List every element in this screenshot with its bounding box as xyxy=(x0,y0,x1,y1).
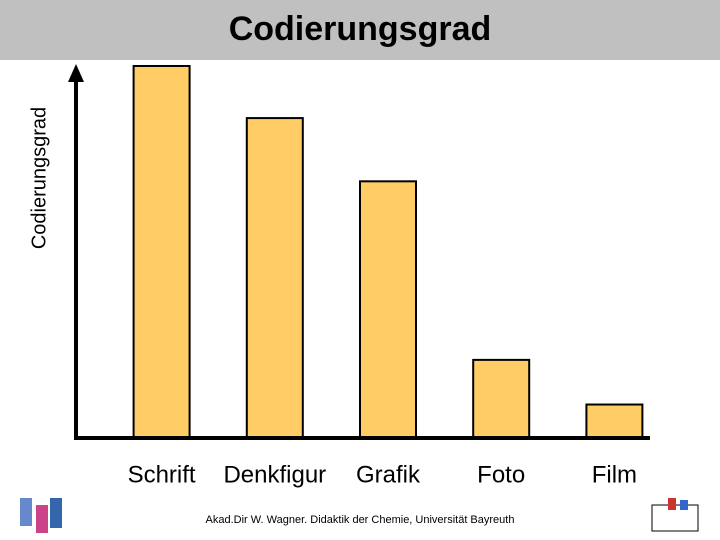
bar xyxy=(585,403,644,439)
bar xyxy=(132,65,191,439)
y-axis-arrow xyxy=(68,64,84,82)
x-tick-label: Film xyxy=(592,461,637,488)
x-tick-label: Foto xyxy=(477,461,525,488)
bar xyxy=(472,358,531,440)
x-tick-label: Schrift xyxy=(128,461,196,488)
bar xyxy=(359,180,417,439)
y-axis-label: Codierungsgrad xyxy=(28,107,50,249)
title-band xyxy=(0,0,720,60)
axes xyxy=(68,64,650,440)
bar xyxy=(245,117,304,440)
footer: Akad.Dir W. Wagner. Didaktik der Chemie,… xyxy=(206,514,515,526)
logo-right xyxy=(651,498,699,532)
x-tick-label: Grafik xyxy=(356,461,421,488)
chart-title: Codierungsgrad xyxy=(229,10,492,48)
x-tick-label: Denkfigur xyxy=(223,461,326,488)
logo-left xyxy=(20,498,62,533)
